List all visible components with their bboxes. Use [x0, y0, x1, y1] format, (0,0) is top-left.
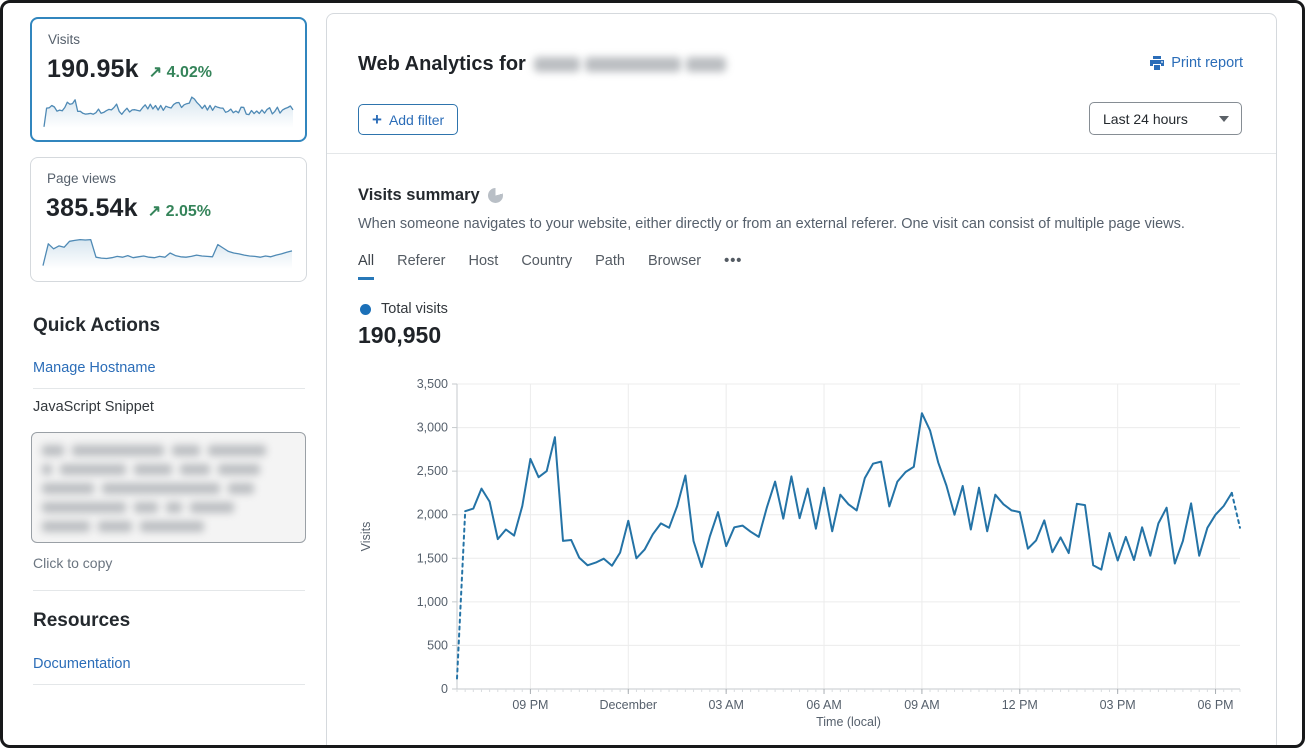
svg-text:1,000: 1,000	[417, 595, 448, 609]
tab-more[interactable]: •••	[724, 253, 743, 269]
tab-referer[interactable]: Referer	[397, 253, 446, 269]
metric-card-value: 385.54k	[46, 194, 138, 222]
resources-heading: Resources	[33, 610, 131, 631]
svg-text:Time (local): Time (local)	[816, 715, 881, 729]
pie-chart-icon	[487, 188, 503, 203]
documentation-link[interactable]: Documentation	[33, 656, 131, 672]
quick-actions-heading: Quick Actions	[33, 315, 161, 336]
svg-text:03 AM: 03 AM	[708, 698, 743, 712]
svg-text:06 PM: 06 PM	[1197, 698, 1233, 712]
visits-summary-title: Visits summary	[358, 186, 503, 205]
metric-card-label: Page views	[47, 171, 117, 186]
visits-summary-description: When someone navigates to your website, …	[358, 216, 1185, 232]
add-filter-button[interactable]: + Add filter	[358, 104, 459, 135]
dimension-tabs: All Referer Host Country Path Browser ••…	[358, 253, 742, 280]
svg-text:500: 500	[427, 638, 448, 652]
manage-hostname-link[interactable]: Manage Hostname	[33, 360, 156, 376]
time-range-value: Last 24 hours	[1103, 110, 1188, 127]
metric-card-visits[interactable]: Visits 190.95k ↗ 4.02%	[30, 17, 307, 142]
svg-text:December: December	[599, 698, 657, 712]
divider	[33, 590, 305, 591]
legend-dot-icon	[360, 303, 371, 315]
metric-card-value: 190.95k	[47, 55, 139, 83]
tab-path[interactable]: Path	[595, 253, 625, 269]
tab-all[interactable]: All	[358, 253, 375, 280]
tab-country[interactable]: Country	[521, 253, 573, 269]
svg-text:Visits: Visits	[359, 522, 373, 552]
chevron-down-icon	[1219, 115, 1229, 122]
page-title: Web Analytics for	[358, 53, 726, 76]
metric-card-change: ↗ 4.02%	[148, 64, 213, 81]
svg-text:12 PM: 12 PM	[1002, 698, 1038, 712]
svg-text:1,500: 1,500	[417, 551, 448, 565]
metric-card-label: Visits	[48, 32, 81, 47]
divider	[33, 388, 305, 389]
trend-up-arrow-icon: ↗	[147, 203, 162, 220]
visits-sparkline	[43, 96, 294, 128]
printer-icon	[1150, 55, 1165, 70]
tab-browser[interactable]: Browser	[647, 253, 702, 269]
click-to-copy-hint: Click to copy	[33, 555, 113, 571]
svg-text:09 AM: 09 AM	[904, 698, 939, 712]
svg-text:3,500: 3,500	[417, 377, 448, 391]
plus-icon: +	[372, 110, 382, 129]
svg-text:2,000: 2,000	[417, 508, 448, 522]
tab-host[interactable]: Host	[468, 253, 499, 269]
metric-card-pageviews[interactable]: Page views 385.54k ↗ 2.05%	[30, 157, 307, 282]
visits-line-chart: 0 500 1,000 1,500 2,000 2,500 3,000 3,500 09 PM D…	[359, 377, 1241, 729]
trend-up-arrow-icon: ↗	[148, 64, 163, 81]
time-range-select[interactable]: Last 24 hours	[1089, 102, 1242, 135]
pageviews-sparkline	[42, 238, 293, 269]
blurred-domain	[533, 57, 726, 72]
legend-label: Total visits	[381, 301, 448, 317]
svg-text:0: 0	[441, 682, 448, 696]
analytics-panel: Web Analytics for Print report + Add fil…	[326, 13, 1277, 748]
javascript-snippet-label: JavaScript Snippet	[33, 399, 154, 415]
chart-legend: Total visits	[360, 301, 448, 317]
metric-card-change: ↗ 2.05%	[147, 203, 212, 220]
svg-text:09 PM: 09 PM	[512, 698, 548, 712]
svg-text:2,500: 2,500	[417, 464, 448, 478]
svg-text:3,000: 3,000	[417, 421, 448, 435]
svg-text:03 PM: 03 PM	[1100, 698, 1136, 712]
print-report-link[interactable]: Print report	[1149, 55, 1243, 71]
divider	[327, 153, 1276, 154]
javascript-snippet-box[interactable]	[31, 432, 306, 543]
total-visits-value: 190,950	[358, 322, 442, 348]
svg-text:06 AM: 06 AM	[806, 698, 841, 712]
divider	[33, 684, 305, 685]
